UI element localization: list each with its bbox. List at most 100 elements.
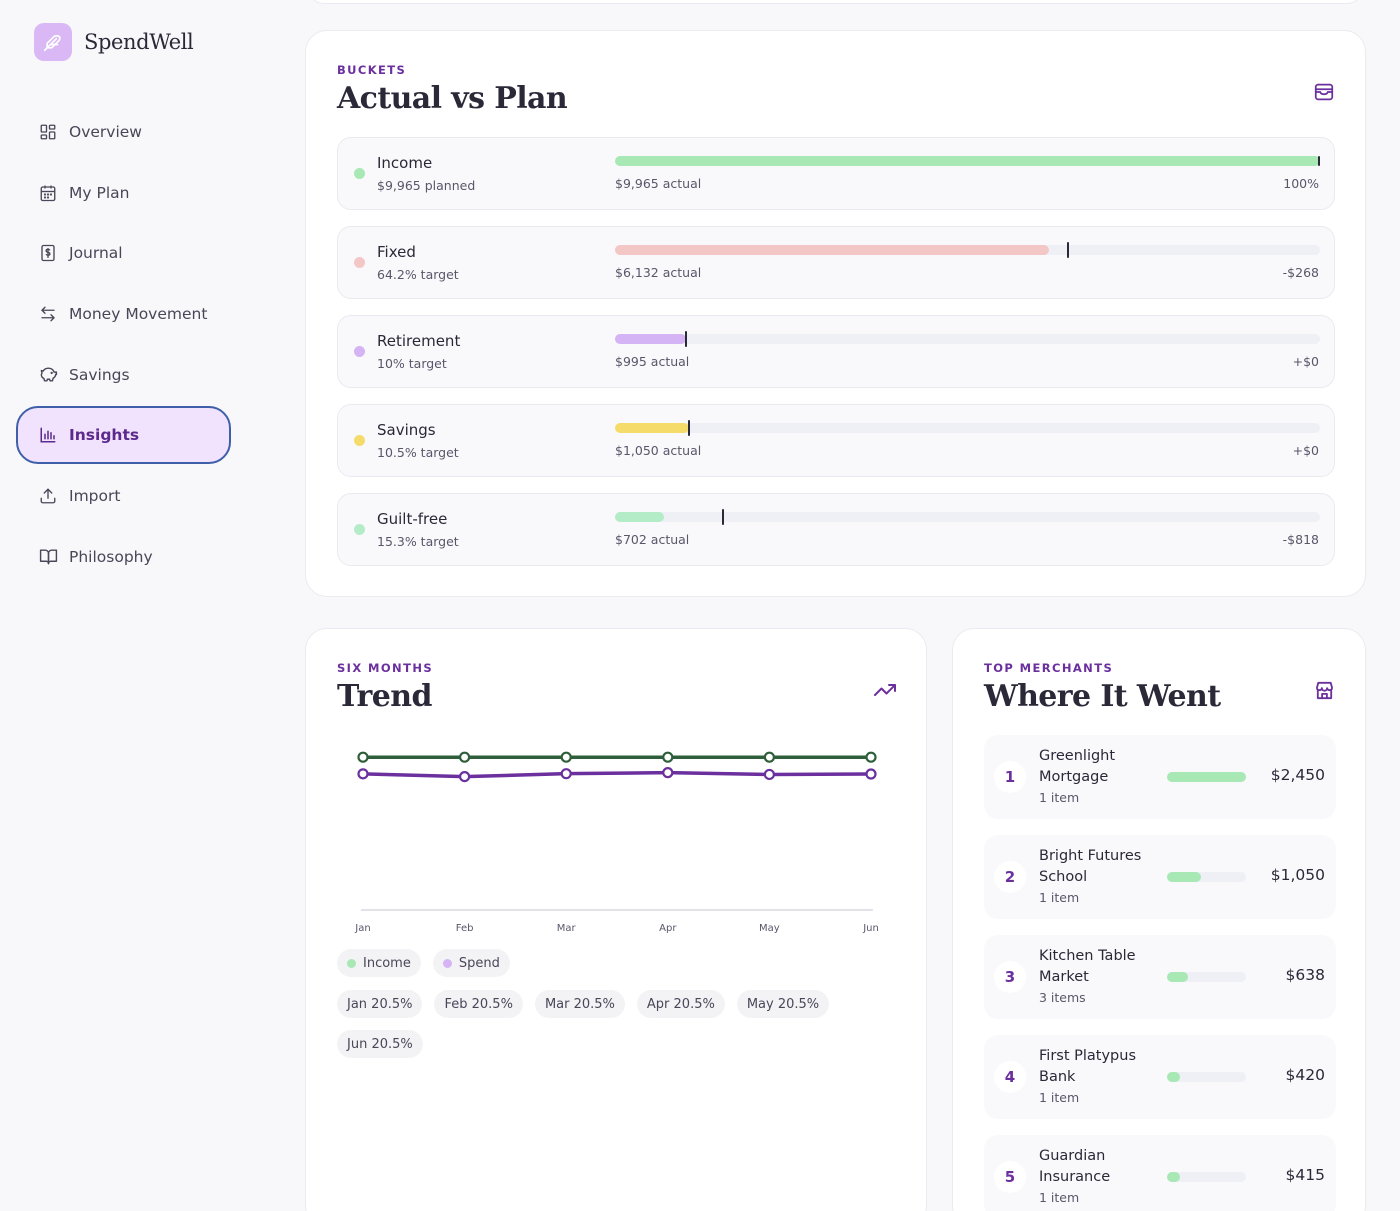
data-point-spend[interactable] <box>865 768 877 780</box>
bucket-actual: $1,050 actual <box>615 443 702 458</box>
merchant-row[interactable]: 2 Bright Futures School 1 item $1,050 <box>984 835 1336 919</box>
legend-swatch <box>347 958 356 968</box>
x-tick-label: Jun <box>862 923 879 934</box>
bucket-progress-fill <box>615 334 686 344</box>
merchant-count: 1 item <box>1039 890 1080 905</box>
merchant-count: 1 item <box>1039 1090 1080 1105</box>
merchant-row[interactable]: 1 Greenlight Mortgage 1 item $2,450 <box>984 735 1336 819</box>
merchant-name: Guardian Insurance <box>1039 1148 1111 1185</box>
bucket-row[interactable]: Savings 10.5% target $1,050 actual +$0 <box>337 404 1335 477</box>
nav-label: Philosophy <box>69 547 153 566</box>
merchant-rank: 1 <box>994 761 1026 793</box>
bucket-row[interactable]: Income $9,965 planned $9,965 actual 100% <box>337 137 1335 210</box>
nav-label: Money Movement <box>69 305 208 324</box>
data-point-spend[interactable] <box>763 768 775 781</box>
bucket-progress-track <box>615 509 1320 525</box>
target-marker <box>1066 242 1069 258</box>
merchant-count: 3 items <box>1039 990 1086 1005</box>
receipt-icon <box>38 243 58 263</box>
store-icon[interactable] <box>1311 677 1337 703</box>
merchant-row[interactable]: 4 First Platypus Bank 1 item $420 <box>984 1035 1336 1119</box>
merchant-rank: 2 <box>994 861 1026 893</box>
x-tick-label: Apr <box>659 923 677 934</box>
merchant-rank: 3 <box>994 961 1026 993</box>
bucket-row[interactable]: Fixed 64.2% target $6,132 actual -$268 <box>337 226 1335 299</box>
trend-card: SIX MONTHS Trend Jan Feb Mar Apr May Jun Inco… <box>305 628 927 1211</box>
target-marker <box>721 509 724 525</box>
data-point-income[interactable] <box>357 751 369 763</box>
nav-label: Import <box>69 487 121 506</box>
merchant-name: Kitchen Table Market <box>1039 948 1136 985</box>
data-point-income[interactable] <box>763 751 775 763</box>
bucket-actual: $9,965 actual <box>615 176 702 191</box>
data-point-spend[interactable] <box>662 767 674 779</box>
grid-icon <box>38 122 58 142</box>
data-point-spend[interactable] <box>357 768 369 780</box>
bucket-progress-track <box>615 242 1320 258</box>
legend-income[interactable]: Income <box>337 949 421 977</box>
trend-legend: Income Spend <box>337 949 897 977</box>
transfer-icon <box>38 304 58 324</box>
trend-eyebrow: SIX MONTHS <box>337 661 434 675</box>
merchant-count: 1 item <box>1039 790 1080 805</box>
nav-item-overview[interactable]: Overview <box>16 103 231 161</box>
bucket-name: Retirement <box>377 332 461 350</box>
bucket-row[interactable]: Guilt-free 15.3% target $702 actual -$818 <box>337 493 1335 566</box>
nav-item-import[interactable]: Import <box>16 467 231 525</box>
merchant-share-fill <box>1167 772 1246 782</box>
merchant-count: 1 item <box>1039 1190 1080 1205</box>
data-point-income[interactable] <box>865 751 877 763</box>
bucket-name: Income <box>377 154 433 172</box>
merchant-share-track <box>1167 872 1246 882</box>
legend-label: Spend <box>458 955 500 971</box>
trend-title: Trend <box>337 679 432 714</box>
nav-item-money-movement[interactable]: Money Movement <box>16 285 231 343</box>
merchant-name: Bright Futures School <box>1039 848 1142 885</box>
bucket-name: Guilt-free <box>377 510 448 528</box>
target-marker <box>1318 156 1320 166</box>
nav-item-journal[interactable]: Journal <box>16 224 231 282</box>
bucket-actual: $702 actual <box>615 532 690 547</box>
bucket-progress-track <box>615 156 1320 166</box>
data-point-income[interactable] <box>560 751 572 763</box>
merchant-share-fill <box>1167 1072 1181 1082</box>
piggy-bank-icon <box>38 365 58 385</box>
book-icon <box>38 547 58 567</box>
merchant-rank: 4 <box>994 1061 1026 1093</box>
rate-chip: Jun 20.5% <box>337 1030 423 1058</box>
nav-item-philosophy[interactable]: Philosophy <box>16 528 231 586</box>
data-point-income[interactable] <box>459 751 471 763</box>
feather-icon <box>34 23 72 61</box>
legend-swatch <box>442 958 452 968</box>
merchant-share-track <box>1167 972 1246 982</box>
merchants-eyebrow: TOP MERCHANTS <box>984 661 1114 675</box>
brand[interactable]: SpendWell <box>34 23 194 61</box>
merchant-name: Greenlight Mortgage <box>1039 748 1116 785</box>
bucket-actual: $6,132 actual <box>615 265 702 280</box>
merchant-amount: $1,050 <box>1270 866 1325 884</box>
bucket-row[interactable]: Retirement 10% target $995 actual +$0 <box>337 315 1335 388</box>
legend-spend[interactable]: Spend <box>432 949 510 977</box>
nav-item-insights[interactable]: Insights <box>16 406 231 465</box>
merchant-share-fill <box>1167 872 1201 882</box>
merchant-amount: $420 <box>1285 1066 1325 1084</box>
merchant-row[interactable]: 5 Guardian Insurance 1 item $415 <box>984 1135 1336 1211</box>
data-point-spend[interactable] <box>560 768 572 780</box>
merchant-amount: $2,450 <box>1270 766 1325 784</box>
data-point-income[interactable] <box>662 751 674 763</box>
merchants-card: TOP MERCHANTS Where It Went 1 Greenlight … <box>952 628 1366 1211</box>
nav-label: Journal <box>69 244 123 263</box>
merchant-share-track <box>1167 1072 1246 1082</box>
nav-item-my-plan[interactable]: My Plan <box>16 164 231 222</box>
app-name: SpendWell <box>84 30 194 54</box>
bucket-target: 15.3% target <box>377 534 459 549</box>
nav-label: Savings <box>69 365 130 384</box>
bucket-progress-fill <box>615 156 1320 166</box>
trending-up-icon[interactable] <box>872 677 898 703</box>
legend-label: Income <box>363 955 411 971</box>
merchant-row[interactable]: 3 Kitchen Table Market 3 items $638 <box>984 935 1336 1019</box>
data-point-spend[interactable] <box>459 770 471 783</box>
nav-item-savings[interactable]: Savings <box>16 346 231 404</box>
sidebar: SpendWell Overview My Plan Journal Money… <box>0 0 250 1211</box>
wallet-icon[interactable] <box>1311 79 1337 105</box>
